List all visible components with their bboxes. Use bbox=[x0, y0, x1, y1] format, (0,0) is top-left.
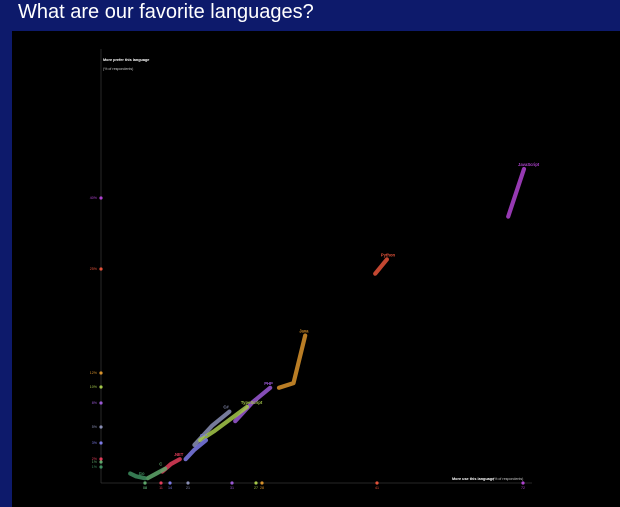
series-line bbox=[373, 257, 389, 276]
series-label: C# bbox=[223, 405, 229, 410]
y-tick-dot bbox=[99, 465, 103, 469]
y-tick-label: 2% bbox=[92, 457, 98, 461]
series-c-: C++ bbox=[183, 433, 209, 462]
y-tick-label: 12% bbox=[90, 371, 98, 375]
y-tick-dot bbox=[99, 385, 103, 389]
page-title: What are our favorite languages? bbox=[18, 1, 314, 23]
y-tick-dot bbox=[99, 196, 103, 200]
y-tick-label: 5% bbox=[92, 425, 98, 429]
x-tick-label: 11 bbox=[159, 486, 163, 490]
x-tick-label: 08 bbox=[143, 486, 147, 490]
series-line bbox=[198, 404, 249, 443]
x-tick-dot bbox=[230, 481, 234, 485]
x-axis-title-sub: (% of respondents) bbox=[493, 477, 523, 481]
x-tick-label: 41 bbox=[375, 486, 379, 490]
y-tick-label: 8% bbox=[92, 401, 98, 405]
y-axis-title-main: More prefer this language bbox=[103, 58, 149, 62]
series-label: Go bbox=[139, 471, 145, 476]
y-tick-label: 25% bbox=[90, 267, 98, 271]
y-tick-labels: 40%25%12%10%8%5%3%2%1%1% bbox=[90, 196, 103, 469]
x-tick-label: 14 bbox=[168, 486, 172, 490]
series-label: C bbox=[159, 462, 162, 467]
series-label: Python bbox=[381, 252, 396, 257]
y-tick-label: 1% bbox=[92, 465, 98, 469]
x-tick-label: 27 bbox=[254, 486, 258, 490]
series-typescript: TypeScript bbox=[198, 400, 263, 443]
x-tick-dot bbox=[260, 481, 264, 485]
series-line bbox=[145, 466, 168, 481]
y-tick-dot bbox=[99, 371, 103, 375]
series-line bbox=[506, 166, 527, 219]
x-tick-label: 08 bbox=[143, 486, 147, 490]
series-php: PHP bbox=[233, 381, 273, 424]
x-tick-dot bbox=[168, 481, 172, 485]
series-label: TypeScript bbox=[241, 400, 263, 405]
x-tick-dot bbox=[143, 481, 147, 485]
y-tick-dot bbox=[99, 457, 103, 461]
series-label: .NET bbox=[174, 452, 184, 457]
y-tick-dot bbox=[99, 460, 103, 464]
series-c: C bbox=[145, 462, 168, 481]
x-tick-dot bbox=[375, 481, 379, 485]
series-javascript: JavaScript bbox=[506, 162, 540, 219]
x-tick-label: 31 bbox=[230, 486, 234, 490]
x-tick-dot bbox=[186, 481, 190, 485]
x-axis-title-main: More use this language bbox=[452, 477, 494, 481]
series-java: Java bbox=[276, 329, 309, 390]
series-label: PHP bbox=[264, 381, 273, 386]
y-tick-label: 10% bbox=[90, 385, 98, 389]
y-axis-title: More prefer this language (% of responde… bbox=[103, 58, 149, 71]
series-label: JavaScript bbox=[518, 162, 540, 167]
y-axis-title-sub: (% of respondents) bbox=[103, 67, 133, 71]
series-go: Go bbox=[128, 471, 147, 481]
x-tick-label: 28 bbox=[260, 486, 264, 490]
y-tick-dot bbox=[99, 441, 103, 445]
series-label: C++ bbox=[200, 433, 208, 438]
series-label: Java bbox=[299, 329, 309, 334]
series-line bbox=[276, 333, 308, 390]
y-tick-label: 3% bbox=[92, 441, 98, 445]
chart-svg: More prefer this language (% of responde… bbox=[90, 49, 540, 490]
x-axis-title: More use this language (% of respondents… bbox=[452, 477, 523, 481]
x-tick-dot bbox=[159, 481, 163, 485]
chart-panel: More prefer this language (% of responde… bbox=[12, 31, 620, 507]
x-tick-label: 72 bbox=[521, 486, 525, 490]
y-tick-label: 40% bbox=[90, 196, 98, 200]
x-tick-label: 21 bbox=[186, 486, 190, 490]
series-layer: JavaScript Python Java PHP C# TypeScript C++ .N… bbox=[128, 162, 540, 481]
series-line bbox=[233, 385, 273, 424]
y-tick-dot bbox=[99, 401, 103, 405]
series-line bbox=[128, 471, 147, 481]
y-tick-label: 1% bbox=[92, 460, 98, 464]
x-tick-dot bbox=[521, 481, 525, 485]
series-python: Python bbox=[373, 252, 396, 276]
x-tick-dot bbox=[254, 481, 258, 485]
series-line bbox=[183, 438, 209, 462]
y-tick-dot bbox=[99, 425, 103, 429]
y-tick-dot bbox=[99, 267, 103, 271]
